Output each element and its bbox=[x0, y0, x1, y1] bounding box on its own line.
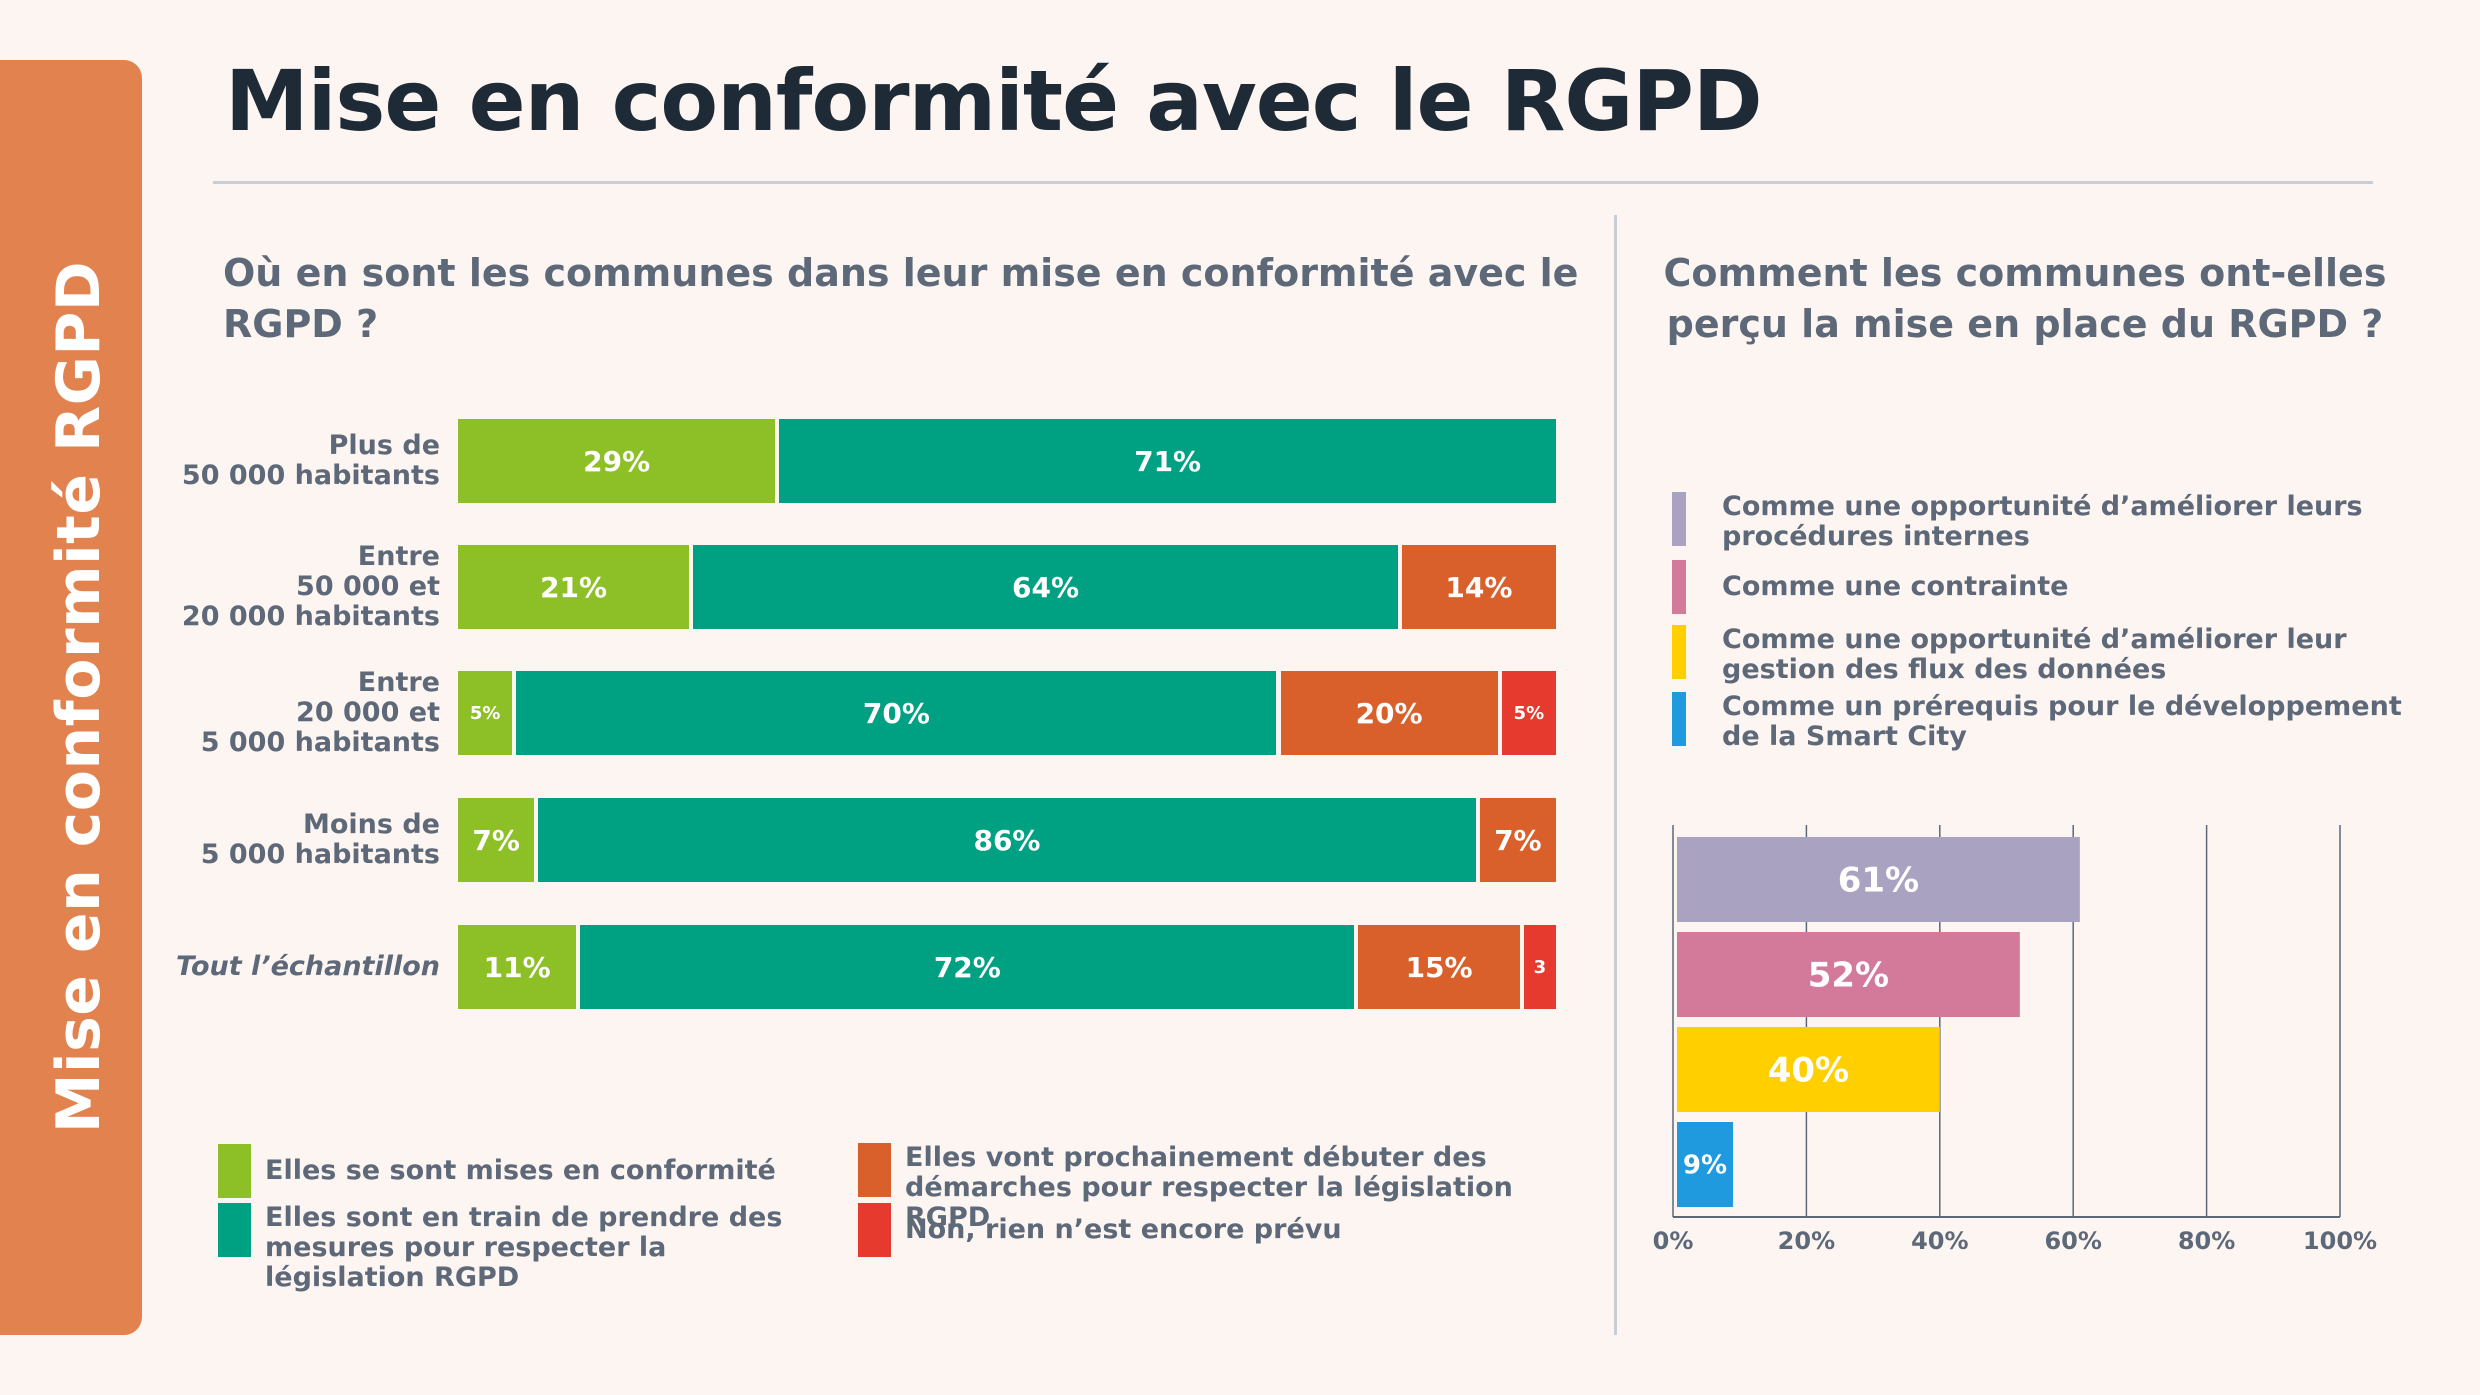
side-tab-label: Mise en conformité RGPD bbox=[44, 260, 114, 1134]
left-chart-title: Où en sont les communes dans leur mise e… bbox=[223, 251, 1579, 347]
legend-swatch bbox=[1672, 625, 1686, 679]
legend-swatch bbox=[218, 1203, 251, 1257]
stacked-bar: 29% 71% bbox=[458, 419, 1556, 503]
bar-value-label: 40% bbox=[1768, 1051, 1849, 1091]
bar-segment: 15% bbox=[1358, 925, 1520, 1009]
horizontal-bar-chart: 0% 20% 40% 60% 80% 100% 61% 52% 40% 9% bbox=[1653, 825, 2377, 1255]
legend-swatch bbox=[1672, 692, 1686, 746]
legend-swatch bbox=[1672, 492, 1686, 546]
bar-segment: 3 bbox=[1523, 925, 1556, 1009]
legend-item-prochainement: Elles vont prochainement débuter des dém… bbox=[858, 1142, 1558, 1234]
bar-segment: 20% bbox=[1280, 671, 1498, 755]
column-divider bbox=[1614, 215, 1617, 1335]
x-tick-label: 80% bbox=[2178, 1227, 2235, 1255]
legend-item-en-train: Elles sont en train de prendre des mesur… bbox=[218, 1202, 818, 1294]
x-tick-label: 40% bbox=[1911, 1227, 1968, 1255]
x-tick-label: 20% bbox=[1778, 1227, 1835, 1255]
category-label: Tout l’échantillon bbox=[176, 951, 440, 982]
legend-swatch bbox=[858, 1203, 891, 1257]
legend-swatch bbox=[858, 1143, 891, 1197]
legend-item-rien-prevu: Non, rien n’est encore prévu bbox=[858, 1203, 1558, 1257]
category-label: Moins de 5 000 habitants bbox=[200, 809, 440, 871]
right-chart-title: Comment les communes ont-elles perçu la … bbox=[1663, 251, 2387, 347]
legend-label: Comme une opportunité d’améliorer leurs … bbox=[1722, 491, 2363, 553]
bar-segment: 5% bbox=[1501, 671, 1556, 755]
stacked-bar: 21% 64% 14% bbox=[458, 545, 1556, 629]
category-label: Entre 20 000 et 5 000 habitants bbox=[200, 666, 440, 758]
bar bbox=[1677, 1122, 1734, 1207]
legend-label: Elles vont prochainement débuter des dém… bbox=[905, 1142, 1513, 1234]
right-legend-item-procedures: Comme une opportunité d’améliorer leurs … bbox=[1672, 491, 2402, 553]
legend-label: Comme un prérequis pour le développement… bbox=[1722, 691, 2402, 753]
right-legend-item-contrainte: Comme une contrainte bbox=[1672, 560, 2402, 614]
bar-segment: 7% bbox=[458, 798, 535, 882]
bar-value-label: 61% bbox=[1838, 861, 1919, 901]
bar-segment: 64% bbox=[693, 545, 1398, 629]
bar bbox=[1677, 1027, 1940, 1112]
bar bbox=[1677, 932, 2020, 1017]
right-legend-item-smart-city: Comme un prérequis pour le développement… bbox=[1672, 691, 2402, 753]
legend-label: Elles se sont mises en conformité bbox=[265, 1154, 776, 1186]
bar bbox=[1677, 837, 2080, 922]
stacked-bar: 7% 86% 7% bbox=[458, 798, 1556, 882]
x-tick-label: 0% bbox=[1653, 1227, 1694, 1255]
legend-label: Elles sont en train de prendre des mesur… bbox=[265, 1202, 783, 1294]
category-label: Entre 50 000 et 20 000 habitants bbox=[181, 540, 440, 632]
bar-segment: 72% bbox=[580, 925, 1355, 1009]
legend-swatch bbox=[1672, 560, 1686, 614]
page-title: Mise en conformité avec le RGPD bbox=[225, 52, 1763, 150]
x-tick-label: 60% bbox=[2044, 1227, 2101, 1255]
stacked-bar: 11% 72% 15% 3 bbox=[458, 925, 1556, 1009]
bar-segment: 14% bbox=[1401, 545, 1556, 629]
title-divider bbox=[213, 181, 2373, 184]
legend-label: Comme une contrainte bbox=[1722, 570, 2069, 602]
bar-segment: 11% bbox=[458, 925, 577, 1009]
side-tab bbox=[0, 60, 142, 1335]
right-legend-item-flux: Comme une opportunité d’améliorer leur g… bbox=[1672, 624, 2402, 686]
x-tick-label: 100% bbox=[2303, 1227, 2377, 1255]
bar-segment: 86% bbox=[538, 798, 1476, 882]
bar-segment: 21% bbox=[458, 545, 690, 629]
category-label: Plus de 50 000 habitants bbox=[181, 430, 440, 492]
legend-swatch bbox=[218, 1144, 251, 1198]
bar-value-label: 52% bbox=[1808, 956, 1889, 996]
legend-item-conformite: Elles se sont mises en conformité bbox=[218, 1144, 818, 1198]
bar-value-label: 9% bbox=[1683, 1151, 1727, 1181]
bar-segment: 5% bbox=[458, 671, 513, 755]
legend-label: Non, rien n’est encore prévu bbox=[905, 1213, 1342, 1245]
bar-segment: 71% bbox=[779, 419, 1556, 503]
bar-segment: 70% bbox=[516, 671, 1277, 755]
legend-label: Comme une opportunité d’améliorer leur g… bbox=[1722, 624, 2347, 686]
bar-segment: 7% bbox=[1479, 798, 1556, 882]
stacked-bar: 5% 70% 20% 5% bbox=[458, 671, 1556, 755]
bar-segment: 29% bbox=[458, 419, 776, 503]
